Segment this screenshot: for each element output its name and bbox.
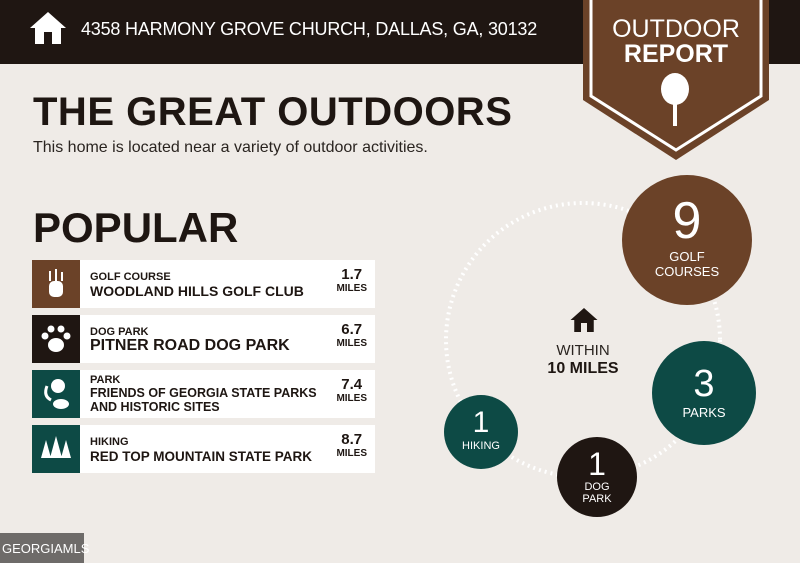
category: DOG PARK (90, 326, 149, 338)
count: 1 (588, 446, 606, 482)
badge-line2: REPORT (623, 40, 729, 68)
count: 1 (472, 406, 490, 439)
popular-heading: POPULAR (33, 204, 239, 251)
category: PARK (90, 374, 121, 386)
trees-icon (32, 425, 80, 473)
distance: 7.4 (341, 376, 363, 393)
distance: 8.7 (341, 431, 363, 448)
count-label: HIKING (462, 440, 500, 452)
georgia-mls-logo: GEORGIAMLS (0, 533, 89, 563)
address: 4358 HARMONY GROVE CHURCH, DALLAS, GA, 3… (81, 19, 538, 39)
place-name: WOODLAND HILLS GOLF CLUB (90, 283, 304, 299)
place-name: PITNER ROAD DOG PARK (90, 337, 290, 354)
count: 3 (693, 363, 715, 405)
radius-ring (444, 201, 722, 479)
hiking-count-circle: 1 HIKING (444, 395, 518, 469)
distance: 6.7 (341, 321, 363, 338)
count: 9 (672, 192, 702, 250)
golf-count-circle: 9 GOLF COURSES (622, 175, 752, 305)
parks-count-circle: 3 PARKS (652, 341, 756, 445)
unit: MILES (336, 448, 367, 459)
count-label: COURSES (654, 264, 720, 279)
category: HIKING (90, 436, 129, 448)
page-title: THE GREAT OUTDOORS (33, 90, 513, 134)
count-label: PARK (582, 493, 612, 505)
golf-bag-icon (32, 260, 80, 308)
place-name: RED TOP MOUNTAIN STATE PARK (90, 449, 313, 464)
unit: MILES (336, 393, 367, 404)
dog-park-count-circle: 1 DOG PARK (557, 437, 637, 517)
radius-value: 10 MILES (547, 360, 619, 377)
subtitle: This home is located near a variety of o… (33, 139, 428, 156)
paw-icon (32, 315, 80, 363)
count-label: GOLF (669, 249, 705, 264)
list-item[interactable]: GOLF COURSE WOODLAND HILLS GOLF CLUB 1.7… (32, 260, 375, 308)
count-label: DOG (584, 481, 610, 493)
count-label: PARKS (682, 405, 726, 420)
home-icon (570, 308, 598, 332)
list-item[interactable]: HIKING RED TOP MOUNTAIN STATE PARK 8.7 MI… (32, 425, 375, 473)
park-icon (32, 370, 80, 418)
within-label: WITHIN (556, 342, 610, 359)
badge-line1: OUTDOOR (612, 15, 740, 43)
category: GOLF COURSE (90, 271, 171, 283)
tree-icon (661, 73, 689, 126)
distance: 1.7 (341, 266, 363, 283)
list-item[interactable]: PARK FRIENDS OF GEORGIA STATE PARKS AND … (32, 370, 375, 418)
unit: MILES (336, 283, 367, 294)
home-icon (30, 12, 66, 44)
list-item[interactable]: DOG PARK PITNER ROAD DOG PARK 6.7 MILES (32, 315, 375, 363)
unit: MILES (336, 338, 367, 349)
place-name: FRIENDS OF GEORGIA STATE PARKS AND HISTO… (90, 386, 317, 414)
